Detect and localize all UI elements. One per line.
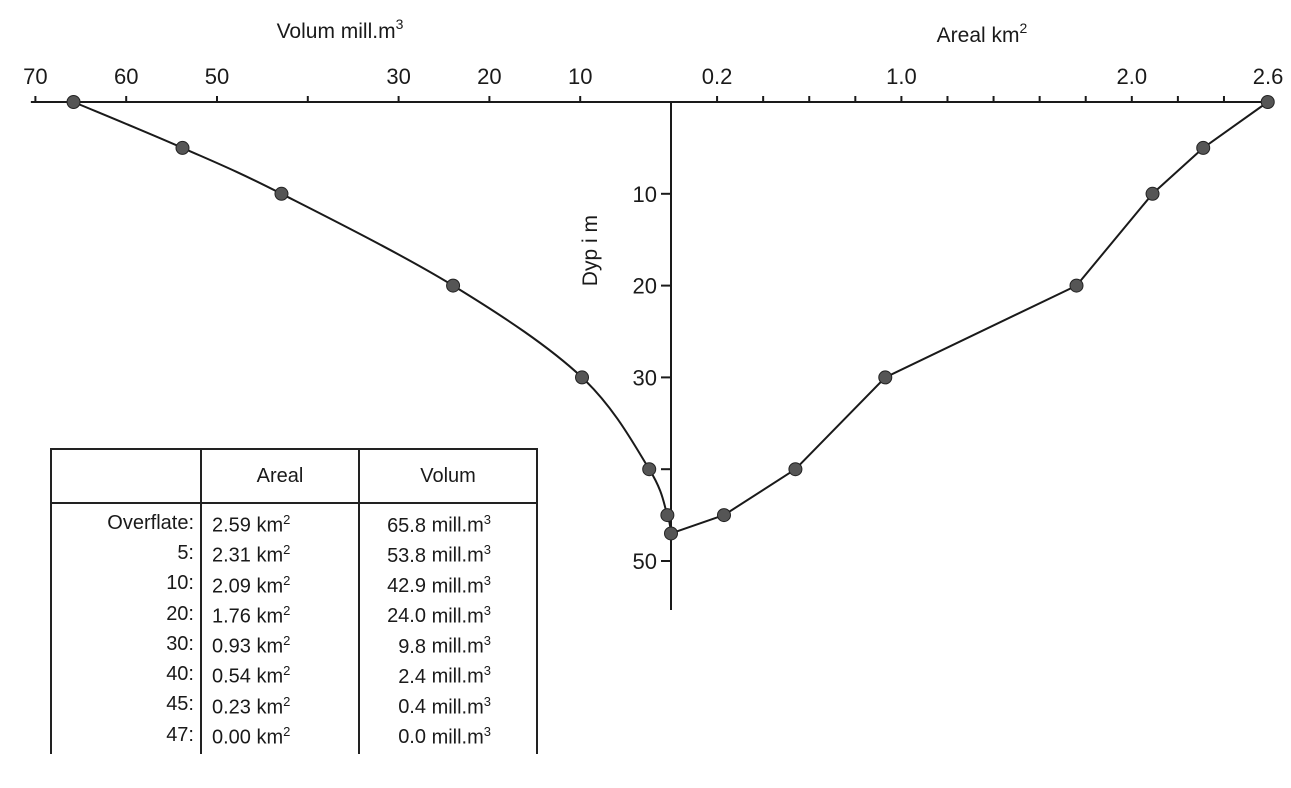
volume-point (664, 526, 678, 541)
area-point (788, 462, 803, 477)
area-point (1260, 95, 1275, 109)
volume-point (660, 508, 675, 523)
area-tick-label: 0.2 (702, 64, 733, 89)
table-header-area: Areal (200, 448, 360, 504)
volume-point (175, 140, 190, 155)
area-tick-label: 2.0 (1117, 64, 1148, 89)
area-tick-label: 2.6 (1253, 64, 1284, 89)
table-row: 20: 1.76 km2 24.0 mill.m3 (50, 598, 538, 629)
table-body: Overflate: 2.59 km2 65.8 mill.m3 5: 2.31 km2… (50, 503, 538, 754)
table-cell-volume: 9.8 mill.m3 (358, 629, 538, 660)
volume-tick-label: 50 (205, 64, 229, 89)
tick-marks (34, 96, 1272, 562)
volume-point (642, 462, 657, 477)
area-tick-label: 1.0 (886, 64, 917, 89)
volume-point (446, 278, 461, 293)
table-cell-depth: 20: (50, 598, 202, 629)
volume-tick-label: 10 (568, 64, 592, 89)
area-point (1145, 186, 1160, 201)
depth-axis-title: Dyp i m (579, 215, 602, 286)
volume-tick-label: 60 (114, 64, 138, 89)
volume-tick-label: 30 (386, 64, 410, 89)
table-header-row: Areal Volum (50, 448, 538, 504)
volume-tick-label: 20 (477, 64, 501, 89)
table-cell-depth: 47: (50, 719, 202, 754)
table-cell-volume: 0.0 mill.m3 (358, 719, 538, 754)
depth-tick-label: 10 (633, 182, 657, 207)
table-row: 47: 0.00 km2 0.0 mill.m3 (50, 719, 538, 754)
area-point (878, 370, 893, 385)
table-cell-volume: 2.4 mill.m3 (358, 659, 538, 690)
table-cell-depth: 40: (50, 659, 202, 690)
table-row: 30: 0.93 km2 9.8 mill.m3 (50, 629, 538, 660)
table-cell-area: 2.09 km2 (200, 568, 360, 599)
table-row: 10: 2.09 km2 42.9 mill.m3 (50, 568, 538, 599)
table-cell-volume: 65.8 mill.m3 (358, 503, 538, 539)
area-point (1069, 278, 1084, 293)
tick-labels: 70 60 50 30 20 10 0.2 1.0 2.0 2.6 10 20 30 50 (23, 64, 1283, 574)
table-cell-depth: 10: (50, 568, 202, 599)
table-cell-depth: 45: (50, 689, 202, 720)
curves (73, 101, 1269, 535)
table-cell-depth: 5: (50, 538, 202, 569)
table-row: 5: 2.31 km2 53.8 mill.m3 (50, 538, 538, 569)
area-axis-title: Areal km2 (937, 20, 1028, 47)
table-cell-volume: 0.4 mill.m3 (358, 689, 538, 720)
volume-point (575, 370, 590, 385)
volume-tick-label: 70 (23, 64, 47, 89)
table-cell-area: 0.93 km2 (200, 629, 360, 660)
table-cell-area: 2.59 km2 (200, 503, 360, 539)
table-cell-area: 0.54 km2 (200, 659, 360, 690)
table-row: 40: 0.54 km2 2.4 mill.m3 (50, 659, 538, 690)
table-cell-area: 0.00 km2 (200, 719, 360, 754)
table-row: Overflate: 2.59 km2 65.8 mill.m3 (50, 503, 538, 539)
depth-tick-label: 50 (633, 549, 657, 574)
table-cell-area: 1.76 km2 (200, 598, 360, 629)
area-point (1196, 140, 1211, 155)
depth-area-volume-table: Areal Volum Overflate: 2.59 km2 65.8 mill.… (50, 448, 538, 754)
table-cell-volume: 53.8 mill.m3 (358, 538, 538, 569)
table-header-depth (50, 448, 202, 504)
area-point (716, 508, 731, 523)
table-cell-area: 2.31 km2 (200, 538, 360, 569)
depth-tick-label: 20 (633, 274, 657, 299)
table-cell-area: 0.23 km2 (200, 689, 360, 720)
area-curve (670, 101, 1269, 535)
table-cell-depth: 30: (50, 629, 202, 660)
volume-point (66, 95, 81, 109)
table-header-volume: Volum (358, 448, 538, 504)
volume-curve (73, 101, 672, 534)
volume-axis-title: Volum mill.m3 (277, 16, 404, 43)
axis-titles: Volum mill.m3 Areal km2 Dyp i m (277, 16, 1028, 286)
data-points (66, 95, 1275, 541)
depth-tick-label: 30 (633, 365, 657, 390)
table-cell-depth: Overflate: (50, 503, 202, 539)
volume-point (274, 186, 289, 201)
table-row: 45: 0.23 km2 0.4 mill.m3 (50, 689, 538, 720)
table-cell-volume: 42.9 mill.m3 (358, 568, 538, 599)
table-cell-volume: 24.0 mill.m3 (358, 598, 538, 629)
